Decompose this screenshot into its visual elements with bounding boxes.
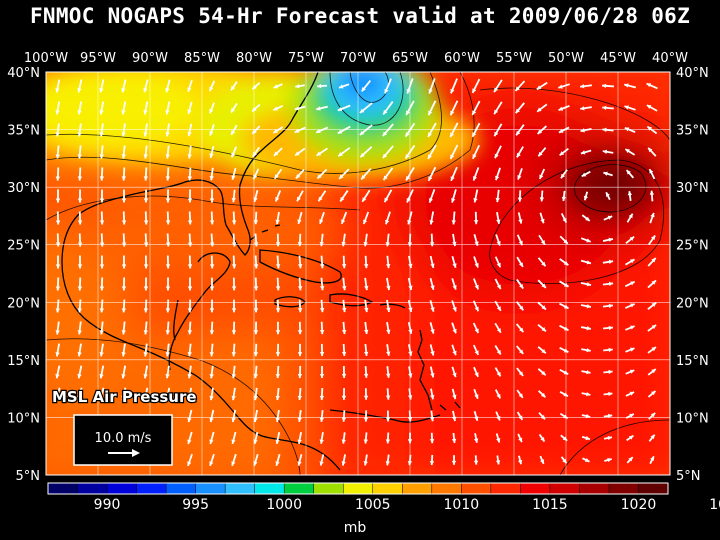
lat-label-right: 15°N (676, 354, 709, 369)
lon-label: 90°W (132, 51, 168, 66)
colorbar-swatch (402, 482, 433, 495)
colorbar-swatch (461, 482, 492, 495)
colorbar-swatch (224, 482, 256, 495)
lon-label: 60°W (444, 51, 480, 66)
colorbar-swatch (77, 482, 108, 495)
colorbar-swatch (165, 482, 197, 495)
colorbar (47, 482, 669, 495)
colorbar-unit: mb (344, 520, 367, 536)
colorbar-tick-label: 990 (94, 497, 121, 513)
colorbar-swatch (431, 482, 462, 495)
colorbar-tick-label: 1010 (444, 497, 480, 513)
lat-label-right: 20°N (676, 296, 709, 311)
latitude-labels: 40°N 40°N 35°N 35°N 30°N 30°N 25°N 25°N 20°N 20°N… (7, 66, 709, 484)
lon-label: 85°W (184, 51, 220, 66)
colorbar-swatch (283, 482, 315, 495)
colorbar-swatch (638, 482, 669, 495)
lon-label: 40°W (652, 51, 688, 66)
colorbar-tick-label: 1005 (355, 497, 391, 513)
colorbar-tick-label: 1025 (709, 497, 720, 513)
lat-label-left: 25°N (7, 239, 40, 254)
colorbar-tick-label: 1000 (266, 497, 302, 513)
colorbar-swatch (106, 482, 138, 495)
lon-label: 45°W (600, 51, 636, 66)
field-label: MSL Air Pressure (52, 388, 197, 406)
colorbar-swatch (47, 482, 79, 495)
lon-label: 80°W (236, 51, 272, 66)
lon-label: 70°W (340, 51, 376, 66)
lon-label: 55°W (496, 51, 532, 66)
colorbar-tick-label: 1015 (532, 497, 568, 513)
wind-scale-box: 10.0 m/s (73, 414, 173, 466)
lon-label: 50°W (548, 51, 584, 66)
colorbar-tick-label: 1020 (621, 497, 657, 513)
colorbar-tick-labels: 990 995 1000 1005 1010 1015 1020 1025 (94, 497, 720, 513)
lat-label-left: 40°N (7, 66, 40, 81)
colorbar-swatch (579, 482, 610, 495)
lat-label-right: 25°N (676, 239, 709, 254)
lat-label-left: 10°N (7, 411, 40, 426)
wind-vectors (55, 78, 658, 467)
lat-label-left: 15°N (7, 354, 40, 369)
colorbar-swatch (313, 482, 344, 495)
lat-label-left: 5°N (16, 469, 41, 484)
colorbar-swatch (608, 482, 640, 495)
wind-scale-label: 10.0 m/s (95, 431, 152, 446)
lon-label: 95°W (80, 51, 116, 66)
lat-label-left: 30°N (7, 181, 40, 196)
map-title: FNMOC NOGAPS 54-Hr Forecast valid at 200… (29, 4, 691, 28)
lat-label-left: 20°N (7, 296, 40, 311)
colorbar-swatch (254, 482, 285, 495)
lat-label-right: 35°N (676, 124, 709, 139)
colorbar-tick-label: 995 (182, 497, 209, 513)
lat-label-right: 30°N (676, 181, 709, 196)
colorbar-swatch (520, 482, 551, 495)
lat-lon-grid (46, 72, 670, 475)
lat-label-right: 10°N (676, 411, 709, 426)
lat-label-left: 35°N (7, 124, 40, 139)
lat-label-right: 40°N (676, 66, 709, 81)
lon-label: 100°W (24, 51, 68, 66)
colorbar-swatch (342, 482, 374, 495)
colorbar-swatch (195, 482, 226, 495)
lon-label: 75°W (288, 51, 324, 66)
colorbar-swatch (372, 482, 403, 495)
lat-label-right: 5°N (676, 469, 701, 484)
longitude-labels: 100°W 95°W 90°W 85°W 80°W 75°W 70°W 65°W 60°W 55°… (24, 51, 688, 66)
colorbar-swatch (136, 482, 167, 495)
colorbar-swatch (549, 482, 580, 495)
lon-label: 65°W (392, 51, 428, 66)
colorbar-swatch (490, 482, 521, 495)
